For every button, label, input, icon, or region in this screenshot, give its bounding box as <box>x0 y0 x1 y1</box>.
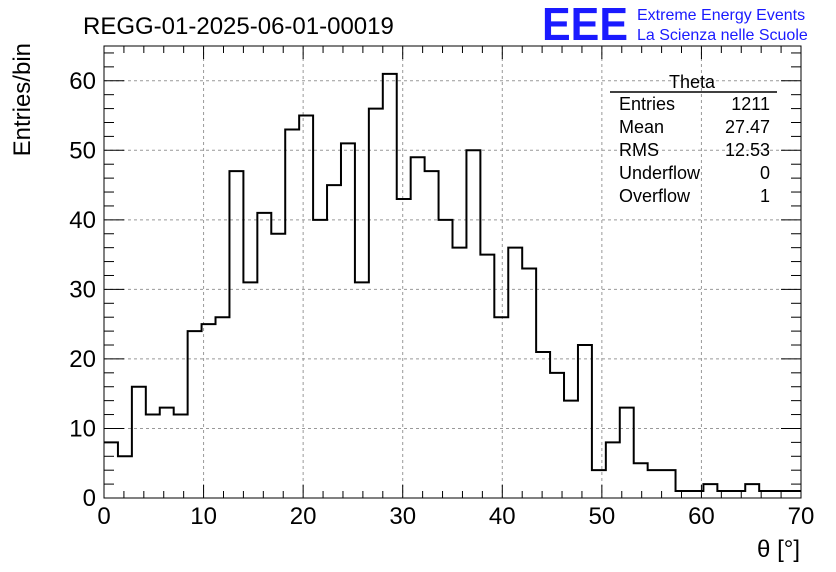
x-tick-label: 10 <box>190 503 217 530</box>
y-tick-label: 40 <box>69 207 96 234</box>
stats-label: Underflow <box>619 163 701 183</box>
eee-logo-line1: Extreme Energy Events <box>637 7 805 24</box>
eee-logo-mark: EEE <box>542 0 628 50</box>
histogram-outline <box>104 72 801 493</box>
y-tick-label: 30 <box>69 276 96 303</box>
eee-logo: EEE Extreme Energy Events La Scienza nel… <box>542 0 808 50</box>
stats-rows: Entries 1211 Mean 27.47 RMS 12.53 Underflow 0 Ov… <box>619 94 770 206</box>
stats-label: Entries <box>619 94 675 114</box>
stats-value: 1211 <box>731 94 770 114</box>
stats-box: Theta Entries 1211 Mean 27.47 RMS 12.53 Underf… <box>610 72 777 206</box>
x-tick-label: 40 <box>489 503 516 530</box>
x-tick-label: 70 <box>788 503 815 530</box>
y-tick-label: 20 <box>69 346 96 373</box>
y-tick-label: 10 <box>69 415 96 442</box>
y-tick-label: 0 <box>83 485 96 512</box>
x-tick-label: 20 <box>290 503 317 530</box>
x-tick-label: 60 <box>688 503 715 530</box>
y-tick-label: 60 <box>69 68 96 95</box>
stats-label: Overflow <box>619 186 691 206</box>
chart-title: REGG-01-2025-06-01-00019 <box>83 13 394 40</box>
stats-value: 27.47 <box>725 117 770 137</box>
grid-lines <box>104 46 801 498</box>
x-tick-label: 30 <box>389 503 416 530</box>
stats-label: Mean <box>619 117 664 137</box>
stats-box-name: Theta <box>669 72 716 92</box>
stats-value: 0 <box>760 163 770 183</box>
stats-label: RMS <box>619 140 659 160</box>
x-tick-label: 0 <box>97 503 110 530</box>
y-tick-label: 50 <box>69 137 96 164</box>
stats-value: 1 <box>760 186 770 206</box>
stats-value: 12.53 <box>725 140 770 160</box>
plot-frame <box>103 45 802 499</box>
y-axis-label: Entries/bin <box>9 43 36 156</box>
x-axis-label: θ [°] <box>757 536 800 563</box>
x-tick-label: 50 <box>589 503 616 530</box>
eee-logo-line2: La Scienza nelle Scuole <box>637 27 808 44</box>
axis-ticks <box>103 46 802 499</box>
